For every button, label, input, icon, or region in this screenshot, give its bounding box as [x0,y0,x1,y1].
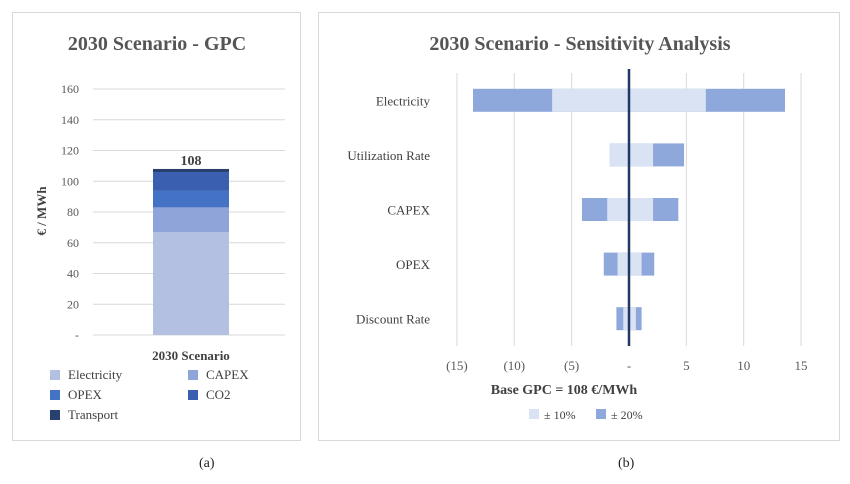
y-axis-label: € / MWh [34,186,49,236]
legend-label: ± 10% [544,408,576,422]
legend-label: Transport [68,407,118,422]
legend-swatch [188,370,198,380]
category-label: Utilization Rate [347,148,430,163]
sensitivity-bar [609,143,654,167]
category-label: OPEX [396,257,431,272]
legend-swatch [50,390,60,400]
total-data-label: 108 [181,154,202,169]
caption-b: (b) [618,456,635,471]
bar-segment-co2 [153,172,229,191]
gpc-chart-panel: 2030 Scenario - GPC € / MWh - 20 40 60 80 100… [12,12,301,441]
bar-segment-transport [153,168,229,173]
x-tick-label: 10 [737,358,750,373]
category-label: Electricity [376,93,431,108]
x-tick-label: (10) [503,358,525,373]
y-tick-label: 120 [61,144,79,158]
legend-label: CAPEX [206,367,249,382]
legend-swatch [529,409,539,419]
chart-title: 2030 Scenario - GPC [68,33,246,55]
y-tick-label: 60 [67,236,79,250]
category-label: CAPEX [387,203,430,218]
x-tick-label: 2030 Scenario [152,348,230,363]
sensitivity-chart-panel: 2030 Scenario - Sensitivity Analysis Ele… [318,12,840,441]
y-tick-label: 160 [61,82,79,96]
legend-label: OPEX [68,387,103,402]
bar-segment-capex [153,207,229,232]
sensitivity-tornado-chart: 2030 Scenario - Sensitivity Analysis Ele… [347,33,808,422]
x-tick-label: - [627,358,631,373]
x-tick-label: 5 [683,358,690,373]
gpc-stacked-bar-chart: 2030 Scenario - GPC € / MWh - 20 40 60 80 100… [34,33,285,422]
category-label: Discount Rate [356,312,430,327]
caption-a: (a) [199,456,215,471]
y-tick-label: 140 [61,113,79,127]
y-tick-label: - [75,328,79,342]
chart-title: 2030 Scenario - Sensitivity Analysis [429,33,730,55]
x-tick-label: 15 [795,358,808,373]
bar-segment-opex [153,190,229,208]
legend-swatch [50,410,60,420]
y-tick-label: 80 [67,205,79,219]
bar-segment-electricity [153,231,229,335]
legend-swatch [50,370,60,380]
y-tick-label: 100 [61,174,79,188]
x-axis-label: Base GPC = 108 €/MWh [491,383,638,398]
legend-label: Electricity [68,367,123,382]
legend-label: ± 20% [611,408,643,422]
legend-swatch [596,409,606,419]
y-tick-label: 40 [67,267,79,281]
x-tick-label: (15) [446,358,468,373]
y-tick-label: 20 [67,297,79,311]
legend-label: CO2 [206,387,231,402]
x-tick-label: (5) [564,358,579,373]
legend-swatch [188,390,198,400]
